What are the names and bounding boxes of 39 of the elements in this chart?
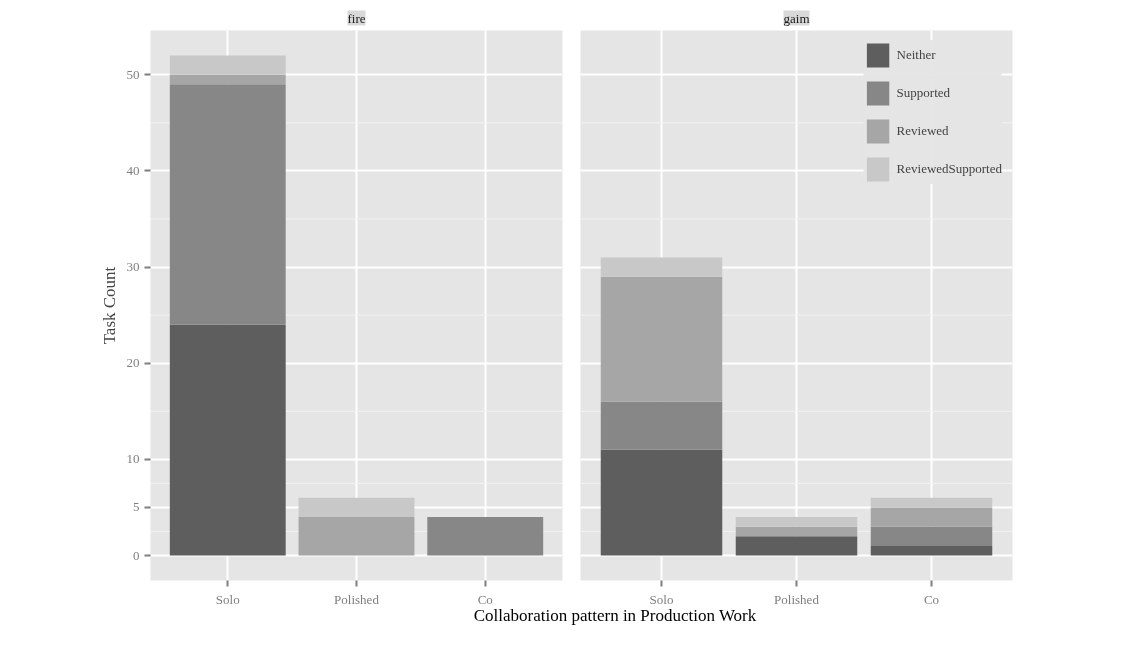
y-tick-label: 40 (126, 162, 140, 178)
bar (169, 74, 286, 85)
bar (169, 84, 286, 325)
bar (298, 517, 415, 556)
legend-label: Neither (896, 46, 936, 64)
x-tick-label: Solo (215, 591, 240, 607)
legend-label: Reviewed (896, 122, 949, 140)
x-tick-label: Co (477, 591, 493, 607)
y-tick-label: 50 (126, 66, 140, 82)
bar (735, 526, 858, 537)
y-tick-label: 30 (126, 259, 140, 275)
y-tick-label: 20 (126, 355, 140, 371)
bar (735, 536, 858, 556)
bar (600, 257, 723, 277)
bar (870, 497, 993, 508)
bar (600, 276, 723, 402)
y-tick-label: 10 (126, 451, 140, 467)
x-tick-label: Co (923, 591, 940, 607)
y-tick-label: 0 (133, 547, 140, 563)
bar (298, 497, 415, 518)
bar (735, 517, 858, 527)
x-tick-label: Polished (774, 591, 820, 607)
bar (870, 526, 993, 546)
bar (169, 55, 286, 75)
bar (169, 324, 286, 556)
x-axis-title: Collaboration pattern in Production Work (473, 605, 757, 627)
chart-title: gaim (783, 10, 810, 26)
x-tick-label: Polished (334, 591, 380, 607)
y-tick-label: 5 (133, 499, 140, 515)
y-axis-title: Task Count (99, 266, 119, 345)
bar (427, 517, 544, 556)
bar (600, 401, 723, 450)
chart-title: fire (347, 10, 366, 26)
x-tick-label: Solo (649, 591, 674, 607)
bar (870, 507, 993, 527)
bar (600, 449, 723, 556)
legend-label: ReviewedSupported (896, 160, 1002, 178)
legend-label: Supported (896, 84, 951, 102)
bar (870, 545, 993, 556)
